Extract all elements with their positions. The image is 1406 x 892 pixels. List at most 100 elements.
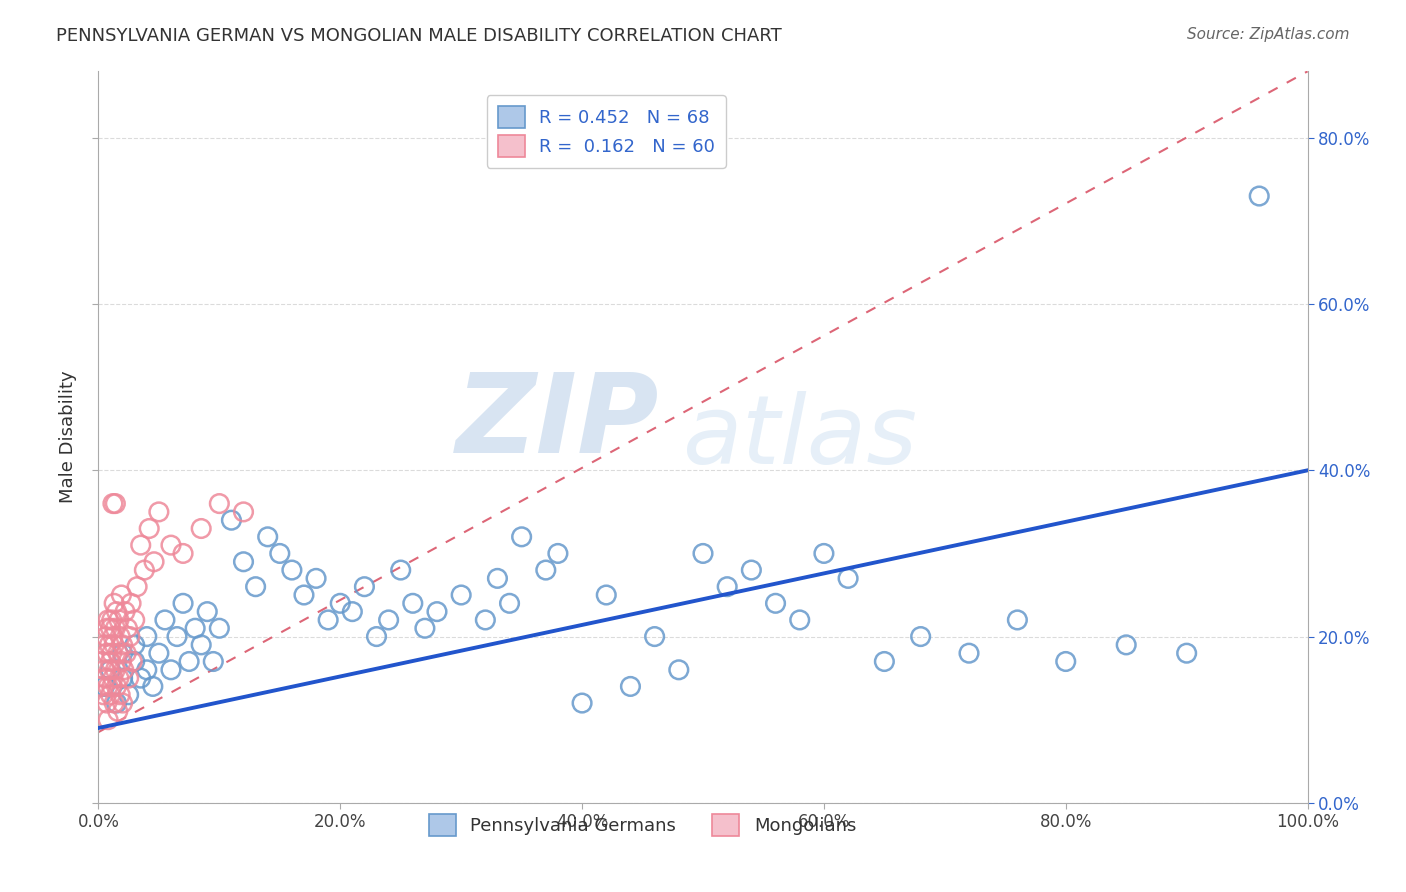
Point — [232, 555, 254, 569]
Point — [94, 671, 117, 685]
Point — [103, 596, 125, 610]
Point — [134, 563, 156, 577]
Point — [107, 705, 129, 719]
Point — [110, 655, 132, 669]
Point — [184, 621, 207, 635]
Point — [112, 663, 135, 677]
Point — [98, 663, 121, 677]
Point — [129, 538, 152, 552]
Point — [138, 521, 160, 535]
Point — [957, 646, 980, 660]
Point — [208, 621, 231, 635]
Point — [124, 638, 146, 652]
Point — [534, 563, 557, 577]
Point — [120, 596, 142, 610]
Point — [107, 646, 129, 660]
Point — [121, 655, 143, 669]
Point — [1007, 613, 1029, 627]
Point — [118, 688, 141, 702]
Point — [96, 646, 118, 660]
Point — [97, 680, 120, 694]
Point — [1115, 638, 1137, 652]
Point — [179, 655, 201, 669]
Point — [101, 671, 124, 685]
Point — [740, 563, 762, 577]
Point — [450, 588, 472, 602]
Point — [190, 521, 212, 535]
Point — [402, 596, 425, 610]
Point — [91, 655, 114, 669]
Point — [202, 655, 225, 669]
Point — [1249, 189, 1271, 203]
Point — [716, 580, 738, 594]
Point — [269, 546, 291, 560]
Point — [115, 646, 138, 660]
Point — [104, 663, 127, 677]
Point — [644, 630, 666, 644]
Point — [143, 555, 166, 569]
Text: Source: ZipAtlas.com: Source: ZipAtlas.com — [1187, 27, 1350, 42]
Point — [474, 613, 496, 627]
Point — [166, 630, 188, 644]
Point — [190, 638, 212, 652]
Point — [873, 655, 896, 669]
Point — [413, 621, 436, 635]
Point — [101, 497, 124, 511]
Point — [96, 696, 118, 710]
Point — [765, 596, 787, 610]
Point — [366, 630, 388, 644]
Point — [256, 530, 278, 544]
Point — [108, 671, 131, 685]
Point — [93, 663, 115, 677]
Point — [160, 663, 183, 677]
Point — [105, 696, 128, 710]
Point — [101, 630, 124, 644]
Point — [111, 646, 134, 660]
Point — [595, 588, 617, 602]
Point — [118, 671, 141, 685]
Point — [148, 646, 170, 660]
Point — [118, 630, 141, 644]
Point — [127, 580, 149, 594]
Point — [135, 663, 157, 677]
Point — [105, 605, 128, 619]
Point — [100, 680, 122, 694]
Point — [498, 596, 520, 610]
Point — [117, 621, 139, 635]
Point — [103, 696, 125, 710]
Point — [342, 605, 364, 619]
Point — [148, 505, 170, 519]
Point — [232, 505, 254, 519]
Point — [292, 588, 315, 602]
Point — [316, 613, 339, 627]
Point — [94, 630, 117, 644]
Point — [208, 497, 231, 511]
Point — [486, 571, 509, 585]
Point — [668, 663, 690, 677]
Point — [172, 546, 194, 560]
Text: atlas: atlas — [682, 391, 917, 483]
Point — [837, 571, 859, 585]
Point — [1054, 655, 1077, 669]
Point — [195, 605, 218, 619]
Point — [98, 638, 121, 652]
Point — [305, 571, 328, 585]
Point — [281, 563, 304, 577]
Point — [329, 596, 352, 610]
Point — [135, 630, 157, 644]
Point — [91, 688, 114, 702]
Point — [510, 530, 533, 544]
Point — [910, 630, 932, 644]
Point — [124, 613, 146, 627]
Point — [114, 605, 136, 619]
Point — [97, 713, 120, 727]
Point — [153, 613, 176, 627]
Point — [245, 580, 267, 594]
Point — [90, 680, 112, 694]
Point — [110, 588, 132, 602]
Point — [142, 680, 165, 694]
Point — [111, 671, 134, 685]
Y-axis label: Male Disability: Male Disability — [59, 371, 77, 503]
Point — [571, 696, 593, 710]
Point — [547, 546, 569, 560]
